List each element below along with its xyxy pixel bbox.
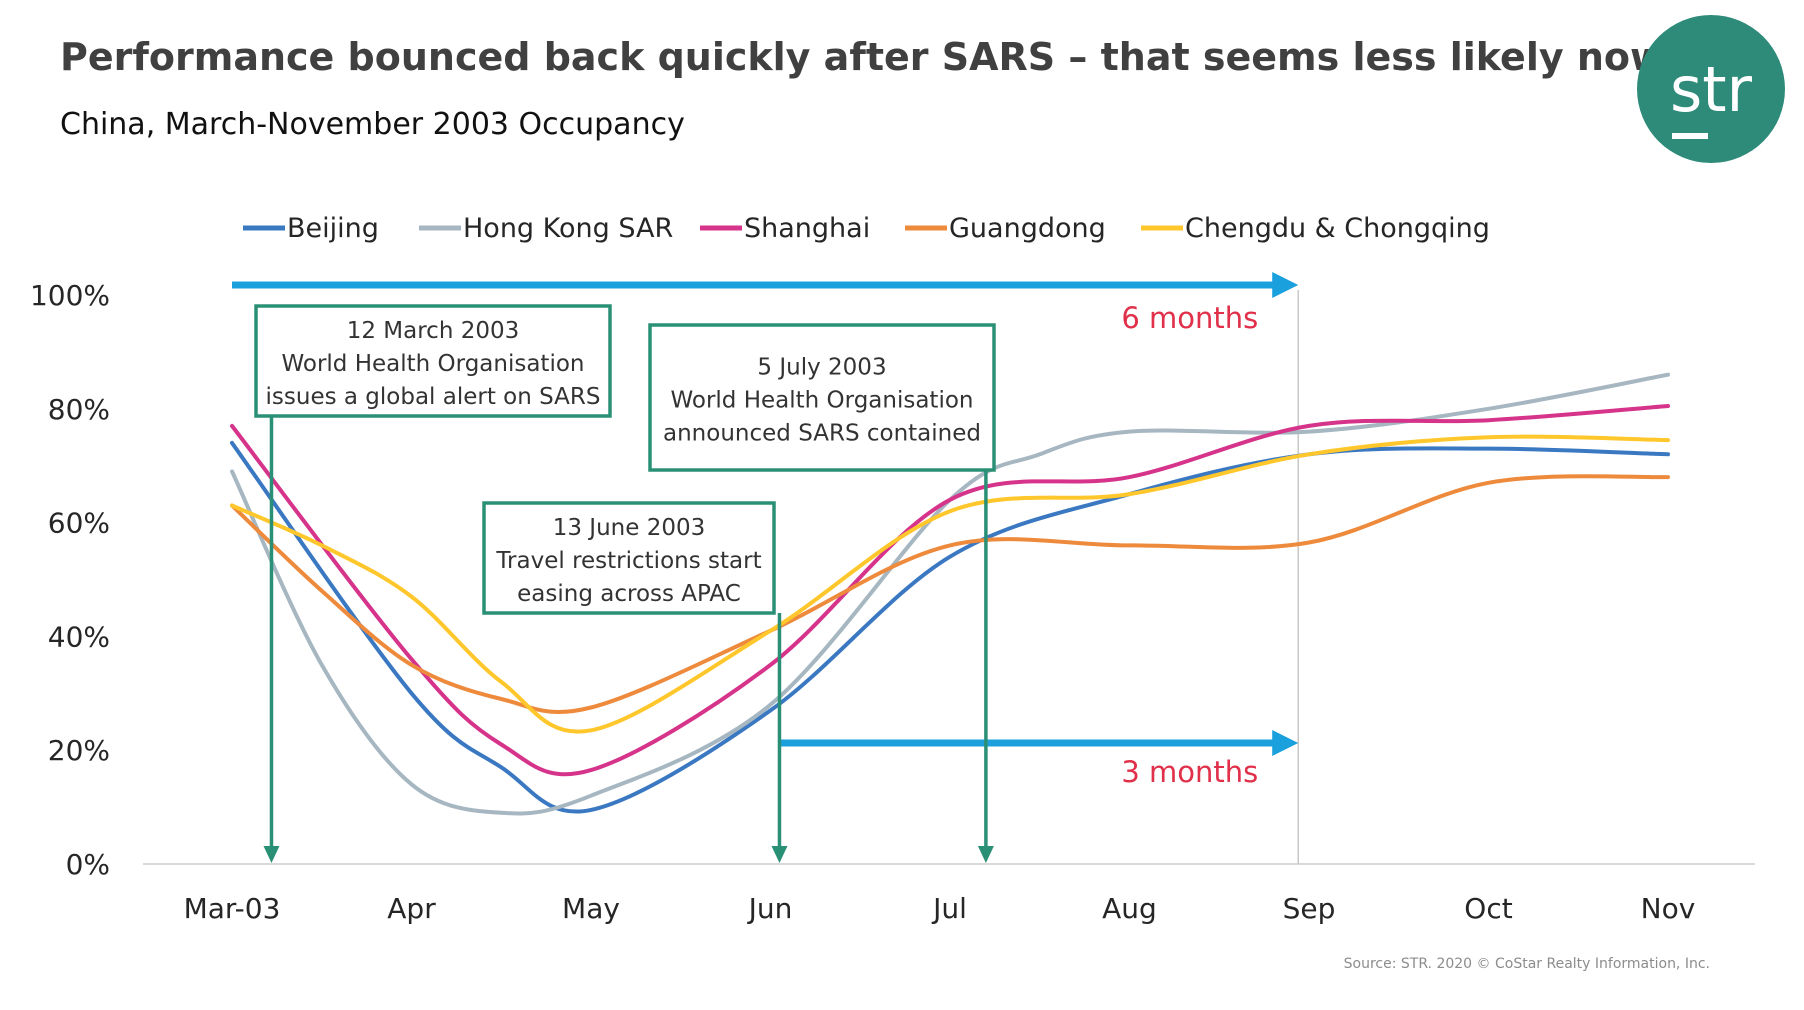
logo-text: str	[1670, 53, 1753, 126]
source-note: Source: STR. 2020 © CoStar Realty Inform…	[1344, 956, 1710, 972]
event-text: issues a global alert on SARS	[266, 384, 601, 410]
y-tick-label: 100%	[30, 279, 110, 312]
x-tick-label: Jun	[747, 892, 793, 925]
x-tick-label: Sep	[1283, 892, 1336, 925]
y-tick-label: 20%	[48, 734, 110, 767]
event-arrow-head	[977, 846, 994, 863]
x-tick-label: Aug	[1102, 892, 1157, 925]
legend-label-guangdong: Guangdong	[949, 213, 1106, 244]
series-line-beijing	[230, 440, 1670, 814]
series-line-hong-kong-sar	[230, 372, 1670, 816]
y-tick-label: 0%	[66, 848, 110, 881]
span-arrow-head	[1272, 730, 1299, 756]
x-tick-label: May	[562, 892, 620, 925]
y-tick-label: 80%	[48, 393, 110, 426]
legend-label-hong-kong-sar: Hong Kong SAR	[463, 213, 673, 244]
span-label: 3 months	[1121, 755, 1258, 789]
event-box	[482, 501, 776, 615]
event-arrow-head	[771, 846, 788, 863]
slide-title: Performance bounced back quickly after S…	[60, 35, 1665, 79]
span-label: 6 months	[1121, 301, 1258, 335]
event-text: 12 March 2003	[347, 318, 520, 344]
str-logo: str	[1637, 15, 1785, 163]
event-text: easing across APAC	[517, 581, 741, 607]
annotations: 6 months 3 months 12 March 2003 World Healt…	[232, 272, 1299, 863]
event-arrow-head	[263, 846, 280, 863]
event-text: announced SARS contained	[663, 421, 981, 447]
logo-underline	[1672, 133, 1708, 139]
slide-subtitle: China, March-November 2003 Occupancy	[60, 107, 685, 142]
event-text: World Health Organisation	[281, 351, 584, 377]
event-text: World Health Organisation	[670, 388, 973, 414]
x-tick-label: Mar-03	[184, 892, 281, 925]
series-group	[230, 372, 1670, 816]
event-text: 5 July 2003	[757, 355, 886, 381]
series-line-guangdong	[230, 474, 1670, 715]
x-tick-label: Oct	[1464, 892, 1512, 925]
axes: 0% 20% 40% 60% 80% 100% Mar-03 Apr May Jun Jul Aug S…	[30, 279, 1755, 925]
event-text: 13 June 2003	[553, 515, 706, 541]
y-tick-label: 60%	[48, 507, 110, 540]
event-text: Travel restrictions start	[495, 548, 761, 574]
y-tick-label: 40%	[48, 620, 110, 653]
legend-label-shanghai: Shanghai	[744, 213, 870, 244]
event-box	[648, 323, 996, 472]
legend-label-beijing: Beijing	[287, 213, 379, 244]
series-line-shanghai	[230, 404, 1670, 777]
event-box	[254, 304, 612, 418]
span-arrow-head	[1272, 272, 1299, 298]
x-tick-label: Nov	[1641, 892, 1696, 925]
logo-circle	[1637, 15, 1785, 163]
x-tick-label: Jul	[931, 892, 967, 925]
series-line-chengdu-chongqing	[230, 434, 1670, 734]
legend: Beijing Hong Kong SAR Shanghai Guangdong Che…	[243, 213, 1490, 244]
legend-label-chengdu-chongqing: Chengdu & Chongqing	[1185, 213, 1490, 244]
x-tick-label: Apr	[387, 892, 436, 925]
